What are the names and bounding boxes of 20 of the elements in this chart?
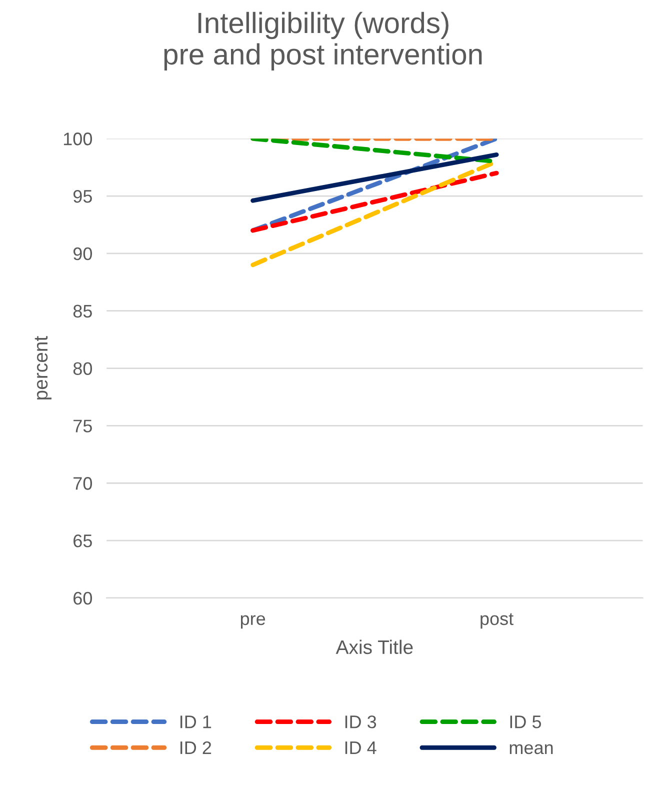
y-axis-title: percent (34, 336, 52, 400)
legend-label: ID 2 (180, 741, 212, 754)
y-tick-label: 95 (73, 190, 92, 203)
y-tick-label: 90 (73, 247, 92, 260)
x-axis-title: Axis Title (336, 640, 413, 654)
legend-label: ID 5 (510, 716, 542, 728)
y-tick-label: 60 (74, 592, 92, 605)
y-tick-label: 70 (74, 477, 92, 490)
legend-label: ID 1 (180, 716, 212, 728)
y-tick-label: 100 (64, 132, 92, 146)
x-tick-label: pre (240, 615, 266, 629)
y-tick-label: 65 (74, 534, 92, 548)
legend-label: ID 4 (345, 742, 376, 754)
legend-label: ID 3 (345, 715, 376, 728)
y-tick-label: 80 (73, 362, 92, 375)
legend-label: mean (510, 744, 553, 754)
chart-title: Intelligibility (words) pre and post intervention (164, 12, 482, 70)
y-tick-label: 85 (73, 304, 92, 318)
x-tick-label: post (480, 613, 514, 629)
y-tick-label: 75 (74, 420, 92, 432)
